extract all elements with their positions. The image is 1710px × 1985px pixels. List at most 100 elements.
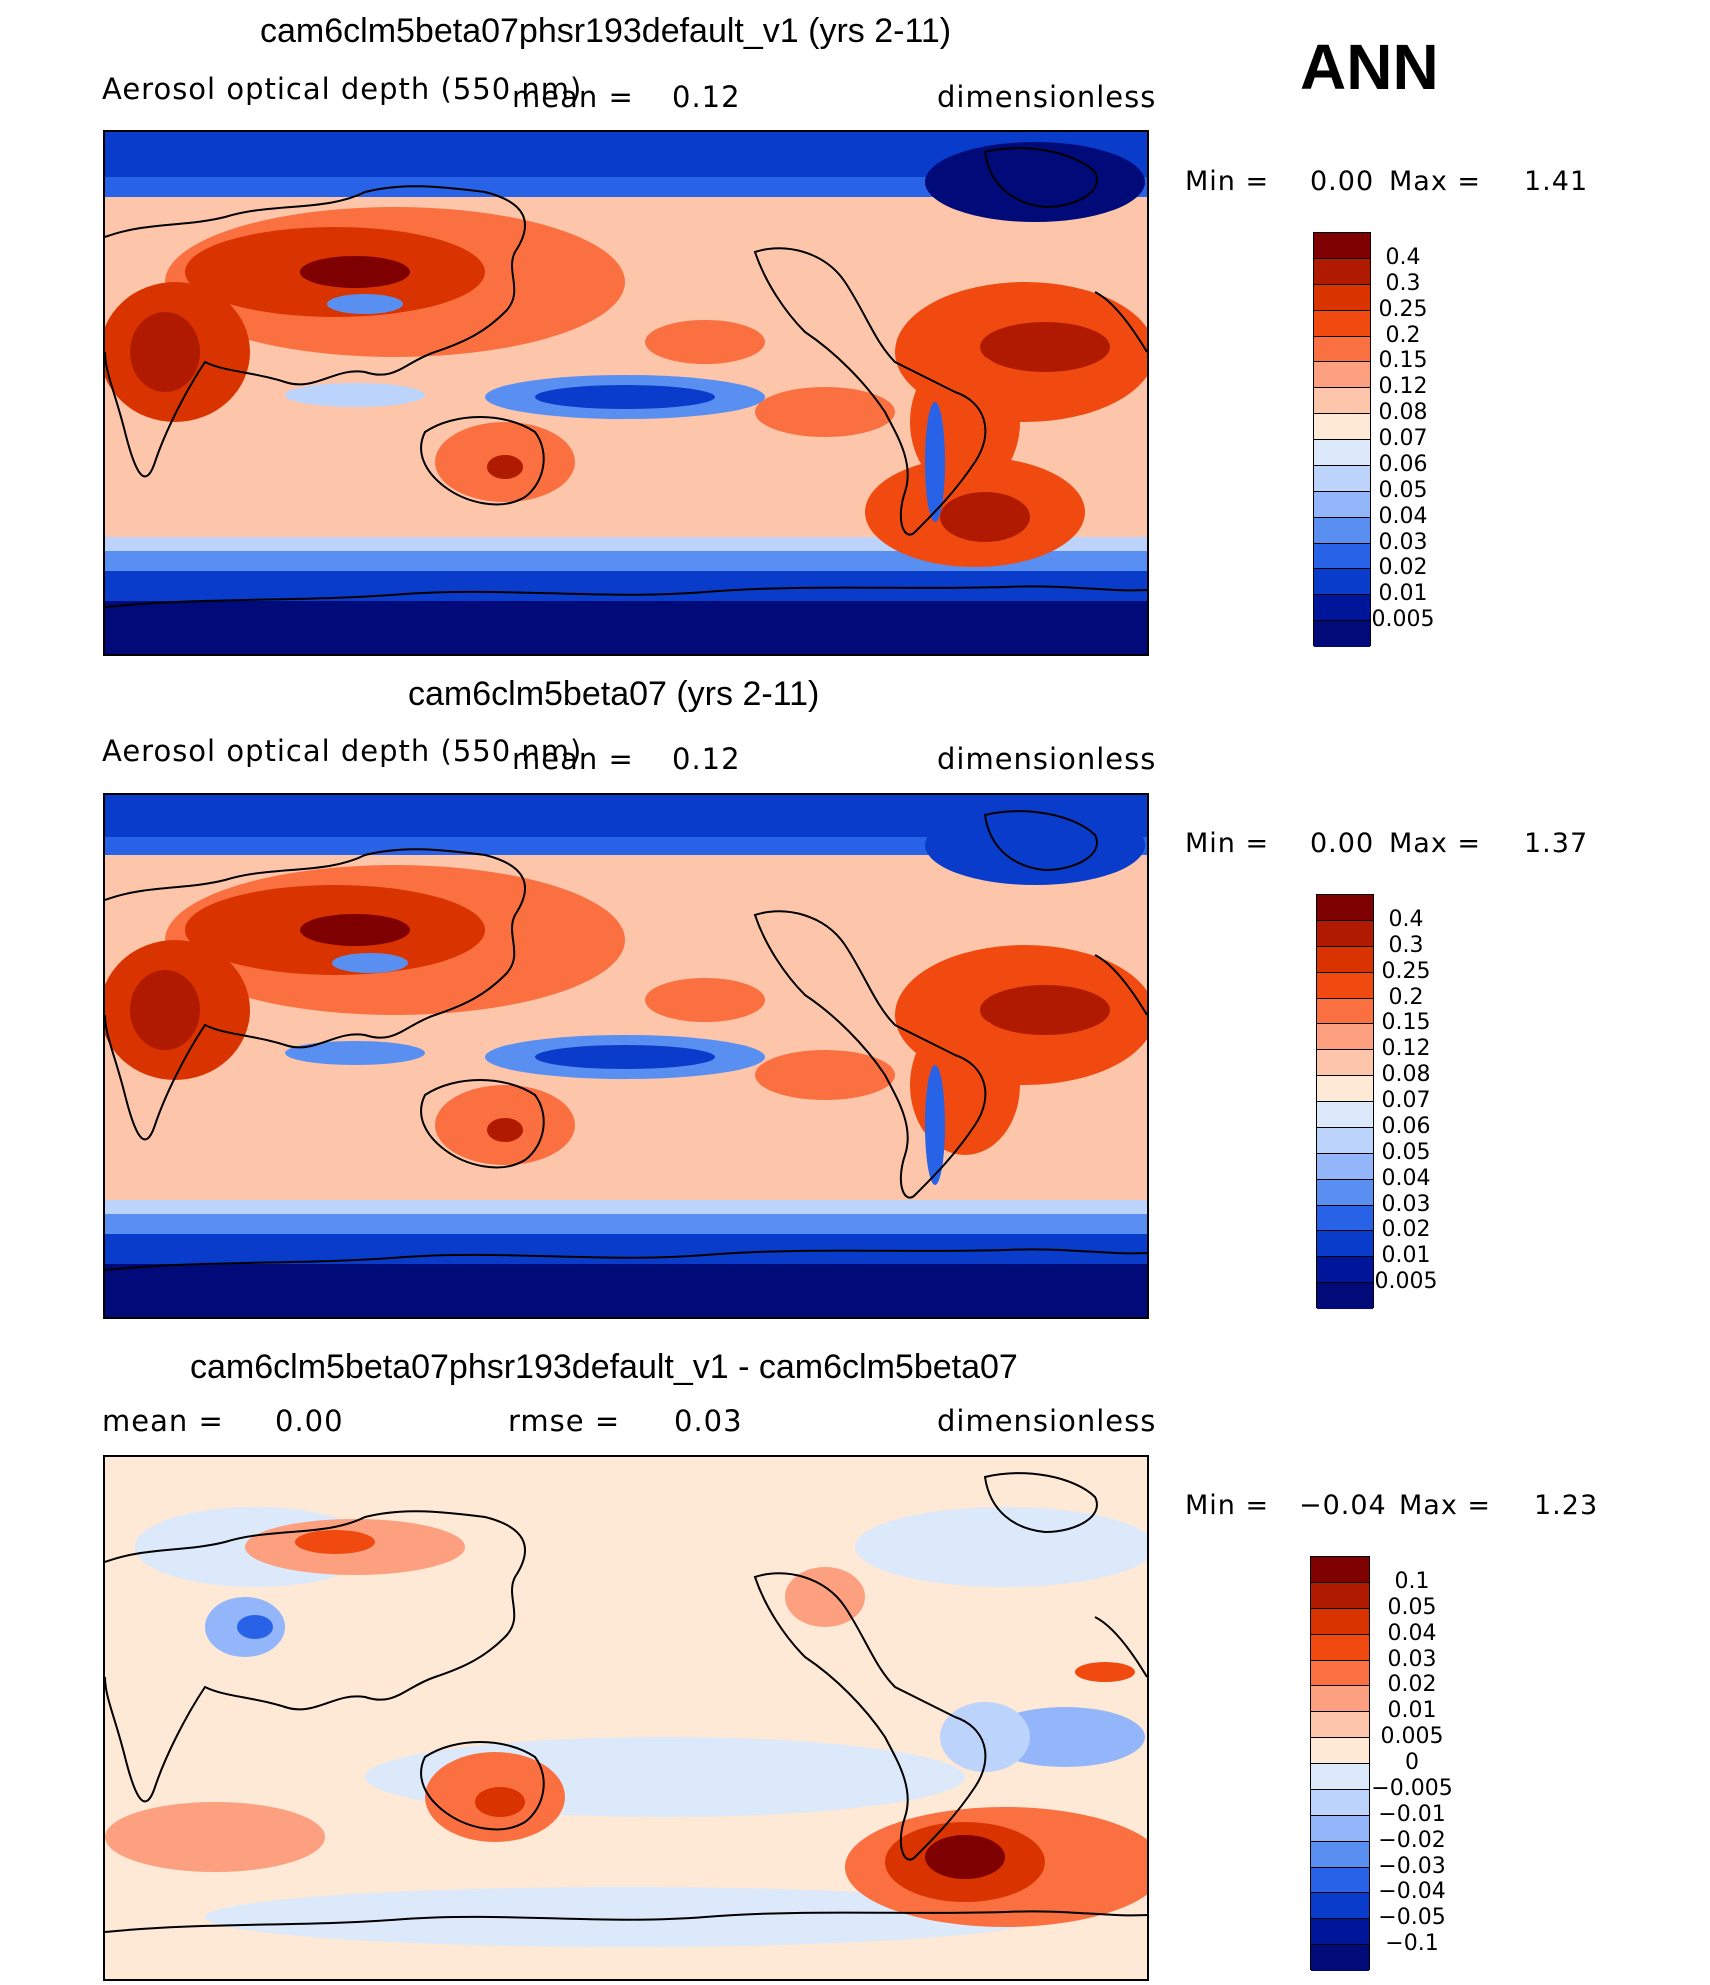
southern-ocean-band-2 <box>105 1214 1147 1234</box>
colorbar-box <box>1317 1153 1373 1180</box>
southern-ocean-band-3 <box>105 571 1147 601</box>
panel1-variable: Aerosol optical depth (550 nm) <box>102 72 583 106</box>
colorbar-tick-label: 0.04 <box>1381 1165 1431 1191</box>
panel3-max-label: Max = <box>1399 1490 1492 1521</box>
colorbar-box <box>1314 258 1370 285</box>
panel1-colorbar <box>1313 232 1371 647</box>
panel3-max-value: 1.23 <box>1534 1490 1599 1521</box>
colorbar-tick-label: 0.25 <box>1381 958 1431 984</box>
se-pacific-patch <box>755 387 895 437</box>
andes-low <box>925 1065 945 1185</box>
colorbar-tick-label: 0.07 <box>1381 1088 1431 1113</box>
colorbar-box <box>1314 388 1370 415</box>
colorbar-box <box>1311 1945 1369 1971</box>
colorbar-box <box>1314 362 1370 389</box>
panel1-min-value: 0.00 <box>1310 166 1375 197</box>
colorbar-box <box>1311 1557 1369 1583</box>
indian-ocean-low <box>285 383 425 407</box>
colorbar-tick-label: 0.3 <box>1388 932 1424 958</box>
n-america-pos <box>785 1567 865 1627</box>
colorbar-tick-label: 0.3 <box>1385 270 1421 296</box>
colorbar-tick-label: 0.05 <box>1378 477 1428 503</box>
panel2-mean-label: mean = <box>512 742 634 776</box>
colorbar-tick-label: 0.04 <box>1378 503 1428 529</box>
colorbar-box <box>1314 414 1370 440</box>
colorbar-box <box>1317 1283 1373 1309</box>
panel1-max-value: 1.41 <box>1524 166 1589 197</box>
panel3-rmse-label: rmse = <box>508 1404 621 1438</box>
colorbar-box <box>1317 1231 1373 1258</box>
panel2-units: dimensionless <box>937 742 1157 776</box>
colorbar-tick-label: −0.04 <box>1378 1879 1446 1905</box>
sahara-peak <box>130 312 200 392</box>
colorbar-box <box>1317 1257 1373 1284</box>
panel3-min-label: Min = <box>1185 1490 1270 1521</box>
colorbar-tick-label: 0.15 <box>1381 1010 1431 1036</box>
colorbar-box <box>1314 621 1370 647</box>
indian-ocean-low <box>285 1041 425 1065</box>
colorbar-tick-label: 0.01 <box>1381 1243 1431 1269</box>
colorbar-tick-label: 0.08 <box>1381 1062 1431 1088</box>
colorbar-box <box>1314 284 1370 311</box>
w-pacific-low-core <box>535 385 715 409</box>
colorbar-tick-label: 0.25 <box>1378 296 1428 322</box>
colorbar-tick-label: 0.07 <box>1378 426 1428 451</box>
colorbar-box <box>1311 1867 1369 1894</box>
guinea-pos <box>1075 1662 1135 1682</box>
colorbar-box <box>1314 440 1370 466</box>
panel3-map-svg <box>105 1457 1147 1979</box>
colorbar-tick-label: −0.01 <box>1378 1801 1446 1827</box>
colorbar-box <box>1317 920 1373 947</box>
atlantic-peak <box>980 985 1110 1035</box>
panel2-min-value: 0.00 <box>1310 828 1375 859</box>
greenland-low <box>925 805 1145 885</box>
panel1-units: dimensionless <box>937 80 1157 114</box>
australia-peak <box>487 1118 523 1142</box>
colorbar-tick-label: 0.03 <box>1378 529 1428 555</box>
tibet-low <box>332 953 408 973</box>
colorbar-tick-label: 0.01 <box>1387 1698 1437 1724</box>
colorbar-tick-label: −0.1 <box>1385 1931 1439 1957</box>
colorbar-box <box>1317 1102 1373 1128</box>
colorbar-box <box>1311 1789 1369 1816</box>
colorbar-tick-label: 0.12 <box>1381 1036 1431 1062</box>
colorbar-tick-label: 0.2 <box>1385 322 1421 348</box>
colorbar-box <box>1311 1738 1369 1764</box>
s-atlantic-peak <box>940 492 1030 542</box>
colorbar-box <box>1311 1712 1369 1739</box>
n-atlantic-diff <box>855 1507 1147 1587</box>
colorbar-box <box>1311 1893 1369 1920</box>
southern-ocean-band-3 <box>105 1234 1147 1264</box>
colorbar-box <box>1317 1179 1373 1206</box>
panel2-mean-value: 0.12 <box>672 742 741 776</box>
colorbar-box <box>1311 1686 1369 1713</box>
colorbar-box <box>1317 998 1373 1025</box>
se-pacific-patch <box>755 1050 895 1100</box>
colorbar-box <box>1314 543 1370 570</box>
colorbar-tick-label: 0.02 <box>1381 1217 1431 1243</box>
colorbar-box <box>1317 895 1373 921</box>
colorbar-tick-label: 0.2 <box>1388 984 1424 1010</box>
panel3-title: cam6clm5beta07phsr193default_v1 - cam6cl… <box>190 1348 1018 1386</box>
panel3-map <box>103 1455 1149 1981</box>
panel2-colorbar <box>1316 894 1374 1309</box>
s-indian-pos <box>105 1802 325 1872</box>
arabia-neg-core <box>237 1615 273 1639</box>
colorbar-tick-label: 0.4 <box>1385 244 1421 270</box>
greenland-low <box>925 142 1145 222</box>
colorbar-tick-label: 0.03 <box>1381 1191 1431 1217</box>
panel1-title: cam6clm5beta07phsr193default_v1 (yrs 2-1… <box>260 12 952 50</box>
colorbar-tick-label: 0.05 <box>1381 1139 1431 1165</box>
andes-low <box>925 402 945 522</box>
colorbar-tick-label: −0.02 <box>1378 1827 1446 1853</box>
arctic-band-2 <box>105 837 1147 855</box>
colorbar-tick-label: 0.12 <box>1378 374 1428 400</box>
colorbar-tick-label: 0.01 <box>1378 581 1428 607</box>
panel2-max-label: Max = <box>1389 828 1482 859</box>
colorbar-box <box>1311 1764 1369 1790</box>
colorbar-box <box>1314 465 1370 492</box>
colorbar-tick-label: 0.03 <box>1387 1646 1437 1672</box>
southern-ocean-band-1 <box>105 1200 1147 1214</box>
southern-ocean-diff <box>205 1887 1045 1947</box>
antarctica-band <box>105 601 1147 654</box>
